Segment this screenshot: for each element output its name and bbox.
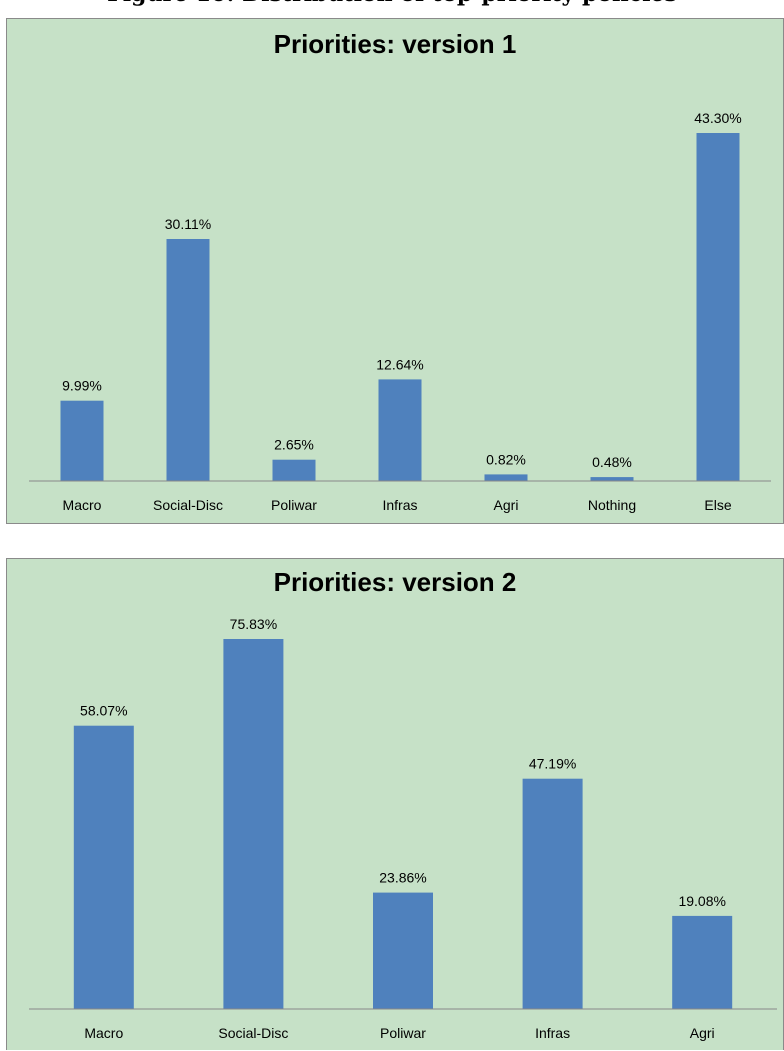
chart-panel-version-1: Priorities: version 1 9.99% Macro 30.11% So… <box>6 18 784 524</box>
bar-macro <box>60 400 104 481</box>
data-label: 2.65% <box>274 437 314 453</box>
chart-title: Priorities: version 1 <box>273 29 517 59</box>
bar-macro <box>73 725 134 1009</box>
data-label: 0.82% <box>486 451 526 467</box>
chart-panel-version-2: Priorities: version 2 58.07% Macro 75.83% S… <box>6 558 784 1050</box>
bar-infras <box>378 379 422 481</box>
x-tick-label: Social-Disc <box>218 1025 288 1041</box>
x-tick-label: Nothing <box>588 497 636 513</box>
bar-poliwar <box>373 892 433 1009</box>
figure-caption: Figure 10: Distribution of top-priority … <box>0 0 784 18</box>
x-tick-label: Agri <box>690 1025 715 1041</box>
data-label: 19.08% <box>678 893 725 909</box>
x-tick-label: Poliwar <box>380 1025 426 1041</box>
bar-social-disc <box>223 639 284 1009</box>
bar-infras <box>522 778 583 1009</box>
bar-agri <box>484 474 528 481</box>
data-label: 0.48% <box>592 454 632 470</box>
data-label: 47.19% <box>529 756 576 772</box>
x-tick-label: Macro <box>63 497 102 513</box>
bar-poliwar <box>272 459 316 481</box>
x-tick-label: Social-Disc <box>153 497 223 513</box>
x-tick-label: Poliwar <box>271 497 317 513</box>
x-tick-label: Macro <box>84 1025 123 1041</box>
data-label: 58.07% <box>80 703 127 719</box>
x-tick-label: Infras <box>382 497 417 513</box>
bar-nothing <box>590 477 634 481</box>
bar-else <box>696 133 740 481</box>
bar-agri <box>672 915 733 1009</box>
data-label: 23.86% <box>379 870 426 886</box>
x-tick-label: Infras <box>535 1025 570 1041</box>
data-label: 9.99% <box>62 378 102 394</box>
data-label: 30.11% <box>165 216 211 232</box>
bar-social-disc <box>166 239 210 481</box>
data-label: 12.64% <box>376 356 423 372</box>
x-tick-label: Else <box>704 497 731 513</box>
data-label: 75.83% <box>230 616 277 632</box>
bar-chart-version-2: 58.07% Macro 75.83% Social-Disc 23.86% Poliwa… <box>29 616 777 1041</box>
chart-title: Priorities: version 2 <box>273 567 517 597</box>
x-tick-label: Agri <box>494 497 519 513</box>
bar-chart-version-1: 9.99% Macro 30.11% Social-Disc 2.65% Poliwar 1… <box>29 110 771 513</box>
data-label: 43.30% <box>694 110 741 126</box>
